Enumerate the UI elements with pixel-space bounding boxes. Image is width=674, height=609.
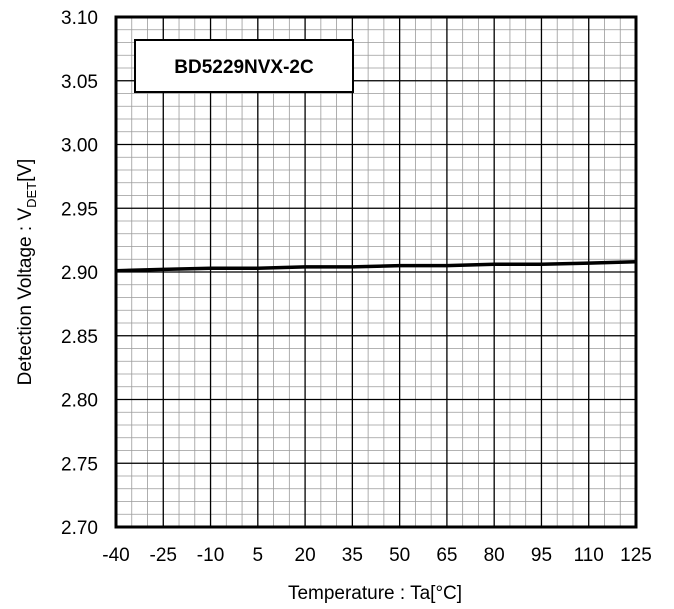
plot-frame — [114, 15, 638, 529]
y-tick-label: 2.80 — [61, 391, 98, 412]
y-tick-label: 3.00 — [61, 136, 98, 157]
y-axis-title-suffix: [V] — [15, 159, 36, 182]
x-tick-label: 95 — [531, 545, 552, 566]
y-axis-title: Detection Voltage : VDET[V] — [15, 159, 39, 386]
x-tick-label: -10 — [197, 545, 224, 566]
x-tick-label: 20 — [295, 545, 316, 566]
x-tick-label: 35 — [342, 545, 363, 566]
device-label: BD5229NVX-2C — [174, 57, 314, 78]
y-tick-label: 3.10 — [61, 8, 98, 29]
y-axis-title-prefix: Detection Voltage : V — [15, 208, 36, 386]
x-tick-label: 110 — [574, 545, 604, 566]
series-layer — [115, 260, 637, 273]
legend-box: BD5229NVX-2C — [134, 39, 354, 93]
x-tick-label: -40 — [102, 545, 129, 566]
x-axis-title: Temperature : Ta[°C] — [288, 583, 462, 604]
x-tick-label: 5 — [253, 545, 264, 566]
y-tick-labels: 2.70 2.75 2.80 2.85 2.90 2.95 3.00 3.05 3.10 — [61, 8, 98, 539]
y-tick-label: 2.95 — [61, 199, 98, 220]
x-tick-label: 50 — [389, 545, 410, 566]
y-tick-label: 2.90 — [61, 263, 98, 284]
y-tick-label: 2.85 — [61, 327, 98, 348]
y-axis-title-subscript: DET — [24, 182, 39, 208]
y-tick-label: 2.75 — [61, 454, 98, 475]
series-line — [115, 260, 637, 273]
x-tick-label: 80 — [484, 545, 505, 566]
x-tick-label: 125 — [620, 545, 652, 566]
y-tick-label: 3.05 — [61, 72, 98, 93]
x-tick-labels: -40 -25 -10 5 20 35 50 65 80 95 110 125 — [102, 545, 652, 566]
x-tick-label: -25 — [150, 545, 177, 566]
y-tick-label: 2.70 — [61, 518, 98, 539]
x-tick-label: 65 — [436, 545, 457, 566]
